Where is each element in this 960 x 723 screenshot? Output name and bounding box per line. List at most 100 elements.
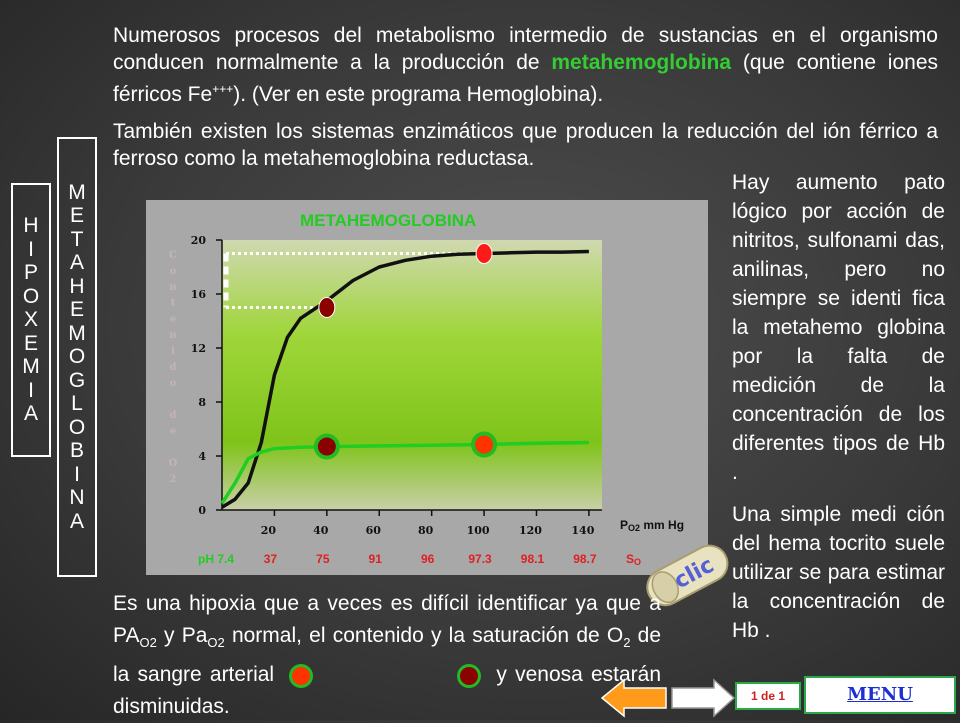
vertical-letter: A	[23, 402, 38, 426]
y-label-char: o	[170, 378, 177, 389]
chart-title: METAHEMOGLOBINA	[300, 211, 476, 230]
vertical-letter: T	[70, 227, 84, 251]
intro-paragraph-2: También existen los sistemas enzimáticos…	[113, 120, 938, 170]
x-tick-label: 20	[261, 524, 277, 537]
x-label-unit: mm Hg	[640, 518, 684, 532]
bottom-text-4: de la sangre arterial	[113, 624, 662, 687]
saturation-value: 37	[264, 552, 278, 566]
y-label-char: n	[169, 330, 177, 341]
bottom-text-5: y venosa estarán disminuidas.	[113, 663, 662, 719]
vertical-letter: I	[28, 237, 34, 261]
ph-label: pH 7.4	[198, 552, 234, 566]
x-tick-label: 100	[467, 524, 490, 537]
clic-button[interactable]: clic	[636, 540, 736, 610]
saturation-value: 98.1	[521, 552, 545, 566]
sub-2: 2	[623, 635, 631, 651]
vertical-letter: H	[23, 214, 39, 238]
vertical-letter: E	[23, 331, 38, 355]
vertical-letter: H	[69, 274, 85, 298]
vertical-letter: G	[68, 368, 86, 392]
saturation-value: 97.3	[468, 552, 492, 566]
vertical-letter: P	[23, 261, 38, 285]
vertical-letter: I	[74, 462, 80, 486]
vertical-letter: A	[69, 251, 84, 275]
vertical-letter: N	[69, 486, 85, 510]
y-label-char: d	[170, 362, 177, 373]
vertical-letter: B	[69, 439, 84, 463]
y-tick-label: 4	[198, 450, 206, 463]
x-tick-label: 140	[571, 524, 594, 537]
vertical-letter: O	[68, 415, 86, 439]
intro-text: Numerosos procesos del metabolismo inter…	[113, 24, 938, 74]
x-tick-label: 80	[418, 524, 434, 537]
marker-point	[475, 243, 493, 264]
y-label-char: C	[169, 250, 177, 261]
x-axis-label: PO2 mm Hg	[620, 518, 684, 533]
x-tick-label: 60	[366, 524, 382, 537]
sat-label-sub: O	[634, 557, 641, 567]
intro-text-3: ). (Ver en este programa Hemoglobina).	[233, 83, 604, 106]
bottom-text-2: y Pa	[156, 624, 208, 647]
marker-point	[317, 437, 336, 456]
sat-label-main: S	[626, 552, 634, 566]
x-tick-label: 120	[519, 524, 542, 537]
right-paragraph-2: Una simple medi ción del hema tocrito su…	[732, 503, 945, 642]
saturation-value: 75	[316, 552, 330, 566]
vertical-letter: O	[22, 284, 40, 308]
saturation-label: SO	[626, 552, 641, 567]
intro-paragraph-1: Numerosos procesos del metabolismo inter…	[113, 22, 938, 108]
right-paragraph-1: Hay aumento pato lógico por acción de ni…	[732, 171, 945, 484]
venous-dot-icon	[460, 666, 479, 685]
sub-o2-b: O2	[207, 635, 225, 651]
saturation-value: 96	[421, 552, 435, 566]
menu-button[interactable]: MENU	[804, 676, 956, 714]
y-label-char: 2	[170, 474, 177, 485]
y-label-char: d	[170, 410, 177, 421]
vertical-letter: E	[69, 298, 84, 322]
y-label-char: i	[171, 346, 175, 357]
arterial-dot-icon	[292, 666, 311, 685]
vertical-letter: L	[71, 392, 83, 416]
vertical-letter: I	[28, 378, 34, 402]
series-line	[221, 249, 589, 509]
y-tick-label: 8	[198, 396, 206, 409]
y-tick-label: 12	[191, 342, 206, 355]
clic-icon: clic	[646, 544, 729, 607]
saturation-value: 91	[369, 552, 383, 566]
bottom-paragraph: Es una hipoxia que a veces es difícil id…	[113, 588, 661, 723]
marker-point	[318, 297, 336, 318]
x-label-main: P	[620, 518, 628, 532]
plot-area	[222, 240, 602, 510]
y-tick-label: 0	[198, 504, 206, 517]
intro-text-2: (que contiene iones férricos Fe	[113, 51, 938, 106]
vertical-letter: M	[68, 321, 86, 345]
vertical-letter: M	[22, 355, 40, 379]
back-arrow-icon[interactable]	[600, 678, 667, 718]
y-label-char: O	[169, 458, 178, 469]
y-label-char: e	[170, 426, 176, 437]
bottom-text-1: Es una hipoxia que a veces es difícil id…	[113, 592, 661, 647]
menu-label: MENU	[847, 684, 913, 705]
vertical-letter: E	[69, 204, 84, 228]
nav-arrows	[600, 678, 735, 718]
y-tick-label: 20	[191, 234, 207, 247]
y-label-char: e	[170, 314, 176, 325]
vertical-letter: A	[69, 509, 84, 533]
bottom-text-3: normal, el contenido y la saturación de …	[224, 624, 624, 647]
marker-point	[475, 435, 494, 454]
metahemoglobina-highlight: metahemoglobina	[551, 51, 732, 74]
saturation-value: 98.7	[573, 552, 597, 566]
y-label-char: t	[171, 298, 176, 309]
vertical-letter: O	[68, 345, 86, 369]
y-label-char: n	[169, 282, 177, 293]
ion-charge: +++	[212, 82, 234, 96]
x-label-sub: O2	[628, 523, 640, 533]
forward-arrow-icon[interactable]	[671, 678, 735, 718]
page-indicator: 1 de 1	[735, 682, 801, 710]
y-label-char: o	[170, 266, 177, 277]
vertical-letter: M	[68, 180, 86, 204]
